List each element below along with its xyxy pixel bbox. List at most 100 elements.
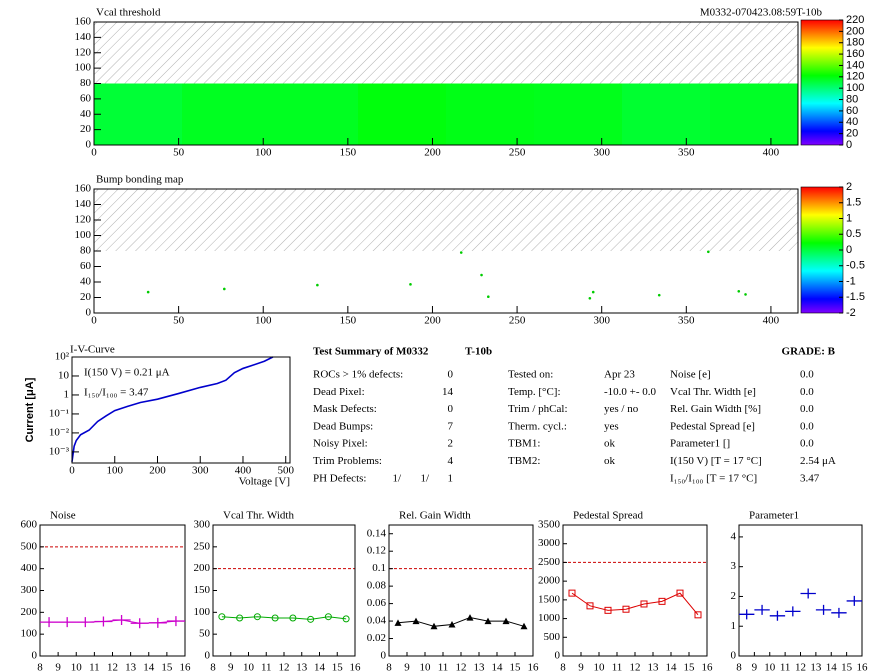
y-tick-label: 0.06	[367, 597, 387, 609]
y-tick-label: 100	[21, 628, 38, 640]
x-tick-label: 15	[510, 662, 522, 672]
marker	[591, 290, 595, 294]
x-tick-label: 12	[795, 662, 806, 672]
y-tick-label: 100	[75, 62, 92, 74]
x-tick-label: 14	[826, 662, 838, 672]
x-tick-label: 13	[125, 662, 137, 672]
summary-value: ok	[604, 438, 616, 450]
summary-value: 1/	[392, 472, 402, 484]
y-tick-label: 0	[32, 650, 38, 662]
x-tick-label: 200	[424, 147, 441, 159]
y-tick-label: 0	[731, 650, 737, 662]
x-tick-label: 100	[255, 315, 272, 327]
summary-label: Trim Problems:	[313, 455, 382, 467]
x-tick-label: 11	[438, 662, 449, 672]
summary-value: 1/	[420, 472, 430, 484]
marker	[480, 273, 483, 277]
y-tick-label: 2	[731, 590, 737, 602]
colorbar-tick-label: 200	[846, 25, 864, 37]
colorbar-tick-label: -0.5	[846, 260, 865, 272]
marker	[604, 606, 612, 614]
x-tick-label: 8	[210, 662, 216, 672]
x-tick-label: 10	[420, 662, 432, 672]
x-tick-label: 12	[630, 662, 641, 672]
y-tick-label: 0	[86, 307, 92, 319]
summary-value: 0	[448, 403, 454, 415]
summary-value: 0.0	[800, 420, 814, 432]
y-tick-label: 20	[80, 123, 92, 135]
y-tick-label: 600	[21, 519, 38, 531]
summary-label: Dead Pixel:	[313, 386, 365, 398]
summary-value: 3.47	[800, 472, 820, 484]
heatmap-cell	[270, 83, 358, 145]
x-tick-label: 11	[612, 662, 623, 672]
y-tick-label: 0	[555, 650, 561, 662]
x-tick-label: 15	[841, 662, 853, 672]
marker	[448, 621, 456, 628]
x-tick-label: 100	[255, 147, 272, 159]
marker	[76, 617, 95, 628]
summary-value: yes	[604, 420, 619, 432]
marker	[800, 588, 816, 599]
x-tick-label: 150	[340, 147, 357, 159]
masked-area	[94, 22, 798, 84]
x-tick-label: 400	[763, 315, 780, 327]
y-tick-label: 10⁻²	[49, 426, 70, 438]
x-tick-label: 16	[528, 662, 540, 672]
y-tick-label: 0.08	[367, 580, 387, 592]
y-tick-label: 500	[544, 631, 561, 643]
marker	[394, 619, 402, 626]
y-tick-label: 140	[75, 31, 92, 43]
x-tick-label: 500	[277, 465, 294, 477]
y-tick-label: 300	[194, 519, 211, 531]
marker	[307, 615, 315, 623]
y-tick-label: 3	[731, 560, 737, 572]
heatmap-cell	[94, 83, 182, 145]
y-tick-label: 2000	[538, 575, 561, 587]
y-tick-label: 40	[80, 276, 92, 288]
summary-label: PH Defects:	[313, 472, 366, 484]
x-tick-label: 15	[684, 662, 696, 672]
y-tick-label: 100	[75, 229, 92, 241]
x-tick-label: 12	[107, 662, 118, 672]
y-tick-label: 0	[86, 139, 92, 151]
x-tick-label: 300	[593, 147, 610, 159]
summary-label: Temp. [°C]:	[508, 386, 561, 398]
x-tick-label: 0	[91, 147, 97, 159]
y-tick-label: 250	[194, 540, 211, 552]
x-tick-label: 10	[243, 662, 255, 672]
chart-title: I-V-Curve	[70, 344, 115, 356]
summary-value: 2	[448, 438, 454, 450]
marker	[744, 293, 747, 296]
y-tick-label: 160	[75, 183, 92, 195]
summary-label: TBM2:	[508, 455, 540, 467]
x-tick-label: 200	[424, 315, 441, 327]
marker	[694, 611, 702, 619]
y-tick-label: 0.02	[367, 632, 386, 644]
marker	[588, 296, 592, 300]
x-tick-label: 10	[764, 662, 776, 672]
test-summary: Test Summary of M0332 T-10b GRADE: B ROCs >…	[313, 346, 836, 485]
marker	[324, 613, 332, 621]
y-tick-label: 10	[58, 370, 70, 382]
y-tick-label: 300	[21, 584, 38, 596]
summary-label: Vcal Thr. Width [e]	[670, 386, 756, 398]
summary-value: 0.0	[800, 386, 814, 398]
x-tick-label: 14	[314, 662, 326, 672]
chart-title: Noise	[50, 510, 76, 522]
x-tick-label: 9	[752, 662, 758, 672]
x-tick-label: 150	[340, 315, 357, 327]
colorbar-tick-label: 80	[846, 93, 858, 105]
y-tick-label: 2500	[538, 556, 561, 568]
marker	[785, 606, 801, 617]
summary-label: Tested on:	[508, 369, 553, 381]
chart: Rel. Gain Width 8 9 10 11 12 13 14 15 16 0 0.02 0.04…	[367, 510, 539, 672]
y-tick-label: 160	[75, 16, 92, 28]
summary-label: Therm. cycl.:	[508, 420, 567, 432]
colorbar-tick-label: 1	[846, 212, 852, 224]
colorbar-tick-label: 0	[846, 139, 852, 151]
summary-value: yes / no	[604, 403, 639, 415]
